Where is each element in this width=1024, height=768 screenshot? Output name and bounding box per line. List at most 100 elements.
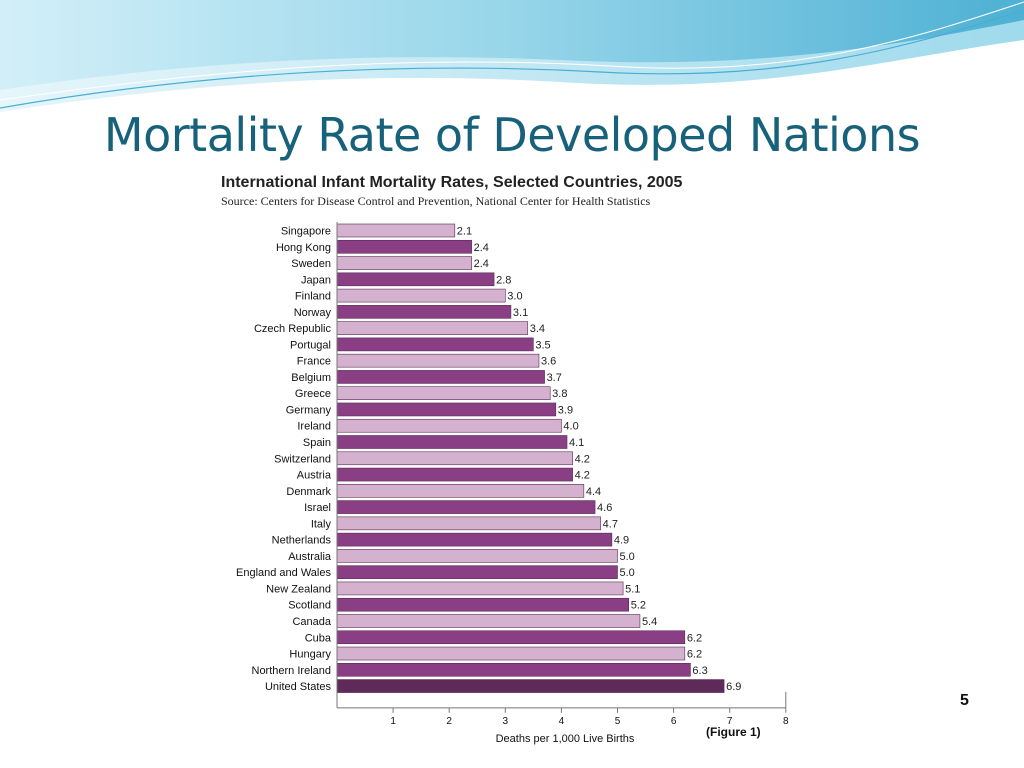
category-label-netherlands: Netherlands xyxy=(272,535,332,547)
value-label-northern-ireland: 6.3 xyxy=(692,665,707,677)
chart-source: Source: Centers for Disease Control and … xyxy=(221,194,651,208)
category-label-singapore: Singapore xyxy=(281,226,331,238)
value-label-united-states: 6.9 xyxy=(726,681,741,693)
value-label-france: 3.6 xyxy=(541,356,556,368)
bar-germany xyxy=(336,402,557,417)
category-label-australia: Australia xyxy=(288,551,332,563)
bar-israel xyxy=(336,500,596,514)
slide-number: 5 xyxy=(960,692,969,709)
bar-australia xyxy=(336,549,618,563)
bar-spain xyxy=(336,435,568,449)
value-label-japan: 2.8 xyxy=(496,274,511,286)
category-label-japan: Japan xyxy=(301,274,331,286)
x-tick-label-4: 4 xyxy=(559,716,565,727)
bar-denmark xyxy=(336,484,585,498)
bar-italy xyxy=(336,516,601,531)
bar-norway xyxy=(336,305,512,319)
value-label-norway: 3.1 xyxy=(513,307,528,319)
x-tick-label-6: 6 xyxy=(671,716,677,727)
x-tick-label-3: 3 xyxy=(503,716,509,727)
bar-united-states xyxy=(336,679,725,693)
bar-japan xyxy=(336,272,495,287)
category-label-scotland: Scotland xyxy=(288,600,331,612)
value-label-canada: 5.4 xyxy=(642,616,657,628)
bar-singapore xyxy=(336,223,456,238)
value-label-hong-kong: 2.4 xyxy=(474,242,489,254)
bar-portugal xyxy=(336,337,534,352)
bar-canada xyxy=(336,614,641,628)
x-axis: 1 2 3 4 5 6 7 8 xyxy=(336,222,789,727)
value-labels: 2.12.42.42.83.03.13.43.53.63.73.83.94.04… xyxy=(457,226,742,694)
value-label-greece: 3.8 xyxy=(552,388,567,400)
category-label-canada: Canada xyxy=(292,616,331,628)
category-label-germany: Germany xyxy=(286,404,332,416)
category-label-norway: Norway xyxy=(294,307,332,319)
value-label-netherlands: 4.9 xyxy=(614,535,629,547)
category-label-northern-ireland: Northern Ireland xyxy=(252,665,332,677)
value-label-ireland: 4.0 xyxy=(563,421,578,433)
category-label-portugal: Portugal xyxy=(290,339,331,351)
category-label-greece: Greece xyxy=(295,388,331,400)
category-label-hungary: Hungary xyxy=(289,649,331,661)
bar-scotland xyxy=(336,597,630,612)
category-label-italy: Italy xyxy=(311,518,332,530)
bar-belgium xyxy=(336,370,545,384)
value-label-denmark: 4.4 xyxy=(586,486,601,498)
value-label-spain: 4.1 xyxy=(569,437,584,449)
x-axis-title: Deaths per 1,000 Live Births xyxy=(496,733,635,745)
x-tick-label-7: 7 xyxy=(727,716,733,727)
bar-hungary xyxy=(336,646,686,661)
bar-cuba xyxy=(336,630,686,645)
category-label-finland: Finland xyxy=(295,291,331,303)
x-tick-label-8: 8 xyxy=(783,716,789,727)
category-label-spain: Spain xyxy=(303,437,331,449)
value-label-scotland: 5.2 xyxy=(631,600,646,612)
value-label-czech-republic: 3.4 xyxy=(530,323,545,335)
value-label-singapore: 2.1 xyxy=(457,226,472,238)
value-label-switzerland: 4.2 xyxy=(575,453,590,465)
category-label-sweden: Sweden xyxy=(291,258,331,270)
x-tick-label-1: 1 xyxy=(390,716,396,727)
category-label-new-zealand: New Zealand xyxy=(266,583,331,595)
category-label-israel: Israel xyxy=(304,502,331,514)
x-tick-label-2: 2 xyxy=(446,716,452,727)
bar-northern-ireland xyxy=(336,662,691,677)
category-label-cuba: Cuba xyxy=(305,632,332,644)
value-label-portugal: 3.5 xyxy=(535,339,550,351)
header-wave-decoration xyxy=(0,0,1024,112)
bar-finland xyxy=(336,288,506,303)
figure-caption: (Figure 1) xyxy=(706,725,761,739)
bar-ireland xyxy=(336,418,562,433)
category-label-france: France xyxy=(297,356,331,368)
value-label-cuba: 6.2 xyxy=(687,632,702,644)
value-label-germany: 3.9 xyxy=(558,404,573,416)
value-label-israel: 4.6 xyxy=(597,502,612,514)
category-label-united-states: United States xyxy=(265,681,332,693)
value-label-new-zealand: 5.1 xyxy=(625,583,640,595)
category-labels: Singapore Hong Kong Sweden Japan Finland Norw… xyxy=(236,226,332,694)
bar-austria xyxy=(336,467,573,482)
value-label-sweden: 2.4 xyxy=(474,258,489,270)
bar-sweden xyxy=(336,256,472,270)
value-label-australia: 5.0 xyxy=(620,551,635,563)
bar-england-and-wales xyxy=(336,565,618,579)
category-label-belgium: Belgium xyxy=(291,372,331,384)
value-label-finland: 3.0 xyxy=(507,291,522,303)
value-label-italy: 4.7 xyxy=(603,518,618,530)
category-label-switzerland: Switzerland xyxy=(274,453,331,465)
category-label-czech-republic: Czech Republic xyxy=(254,323,332,335)
value-label-hungary: 6.2 xyxy=(687,649,702,661)
bar-switzerland xyxy=(336,451,573,466)
chart-title: International Infant Mortality Rates, Se… xyxy=(221,174,683,191)
bar-new-zealand xyxy=(336,581,624,596)
x-tick-label-5: 5 xyxy=(615,716,621,727)
category-label-austria: Austria xyxy=(297,470,332,482)
bar-france xyxy=(336,353,540,368)
bar-hong-kong xyxy=(336,239,472,254)
value-label-belgium: 3.7 xyxy=(547,372,562,384)
bars-layer xyxy=(336,223,725,693)
category-label-hong-kong: Hong Kong xyxy=(276,242,331,254)
value-label-england-and-wales: 5.0 xyxy=(620,567,635,579)
bar-czech-republic xyxy=(336,321,529,335)
